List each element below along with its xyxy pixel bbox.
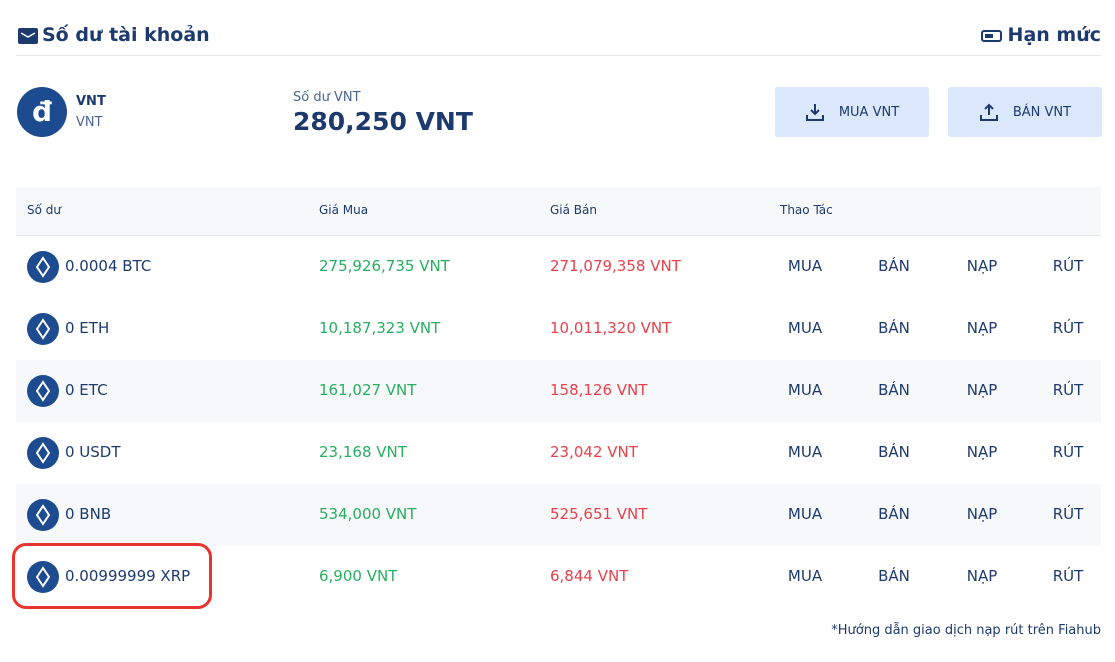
action-link[interactable]: RÚT: [1052, 319, 1084, 337]
coin-balance: 0.0004 BTC: [65, 257, 152, 275]
buy-price: 10,187,323 VNT: [319, 319, 441, 337]
sell-button[interactable]: BÁN VNT: [948, 87, 1102, 137]
buy-button[interactable]: MUA VNT: [775, 87, 929, 137]
coin-balance: 0 ETC: [65, 381, 108, 399]
limit-icon: [981, 30, 1002, 42]
sell-price: 23,042 VNT: [550, 443, 638, 461]
action-link[interactable]: BÁN: [878, 257, 910, 275]
vnt-icon: đ: [17, 87, 67, 137]
table-header: [16, 187, 1101, 236]
highlight-annotation: [12, 543, 212, 609]
buy-price: 23,168 VNT: [319, 443, 407, 461]
footer-note[interactable]: *Hướng dẫn giao dịch nạp rút trên Fiahub: [831, 623, 1101, 638]
divider: [16, 55, 1101, 56]
wallet-name: VNT: [76, 94, 106, 109]
action-link[interactable]: NẠP: [966, 443, 998, 461]
column-header: Số dư: [27, 203, 61, 217]
buy-price: 275,926,735 VNT: [319, 257, 450, 275]
balance-value: 280,250 VNT: [293, 107, 473, 136]
row-background: [16, 484, 1101, 546]
action-link[interactable]: NẠP: [966, 567, 998, 585]
action-link[interactable]: NẠP: [966, 381, 998, 399]
column-header: Giá Bán: [550, 203, 597, 217]
balance-label: Số dư VNT: [293, 90, 361, 105]
column-header: Thao Tác: [780, 203, 833, 217]
coin-icon: [27, 313, 59, 345]
column-header: Giá Mua: [319, 203, 369, 217]
action-link[interactable]: MUA: [787, 319, 823, 337]
action-link[interactable]: BÁN: [878, 443, 910, 461]
action-link[interactable]: BÁN: [878, 567, 910, 585]
action-link[interactable]: MUA: [787, 505, 823, 523]
action-link[interactable]: BÁN: [878, 319, 910, 337]
action-link[interactable]: BÁN: [878, 505, 910, 523]
coin-icon: [27, 437, 59, 469]
sell-price: 525,651 VNT: [550, 505, 648, 523]
wallet-icon: [18, 28, 38, 44]
action-link[interactable]: RÚT: [1052, 567, 1084, 585]
action-link[interactable]: NẠP: [966, 319, 998, 337]
buy-price: 161,027 VNT: [319, 381, 417, 399]
page-title: Số dư tài khoản: [42, 24, 210, 46]
action-link[interactable]: MUA: [787, 443, 823, 461]
action-link[interactable]: MUA: [787, 381, 823, 399]
sell-price: 158,126 VNT: [550, 381, 648, 399]
coin-icon: [27, 251, 59, 283]
action-link[interactable]: MUA: [787, 567, 823, 585]
buy-price: 534,000 VNT: [319, 505, 417, 523]
download-icon: [805, 104, 824, 121]
coin-balance: 0 USDT: [65, 443, 121, 461]
button-label: BÁN VNT: [1012, 104, 1072, 120]
coin-balance: 0 BNB: [65, 505, 112, 523]
action-link[interactable]: NẠP: [966, 505, 998, 523]
coin-balance: 0.00999999 XRP: [65, 567, 191, 585]
action-link[interactable]: RÚT: [1052, 257, 1084, 275]
row-background: [16, 360, 1101, 422]
coin-icon: [27, 499, 59, 531]
action-link[interactable]: RÚT: [1052, 381, 1084, 399]
wallet-sub: VNT: [76, 115, 103, 130]
limit-link[interactable]: Hạn mức: [1007, 24, 1101, 46]
buy-price: 6,900 VNT: [319, 567, 398, 585]
action-link[interactable]: BÁN: [878, 381, 910, 399]
action-link[interactable]: RÚT: [1052, 505, 1084, 523]
sell-price: 271,079,358 VNT: [550, 257, 681, 275]
coin-icon: [27, 375, 59, 407]
sell-price: 10,011,320 VNT: [550, 319, 672, 337]
action-link[interactable]: NẠP: [966, 257, 998, 275]
upload-icon: [979, 103, 998, 121]
sell-price: 6,844 VNT: [550, 567, 629, 585]
action-link[interactable]: RÚT: [1052, 443, 1084, 461]
action-link[interactable]: MUA: [787, 257, 823, 275]
button-label: MUA VNT: [838, 104, 900, 120]
coin-balance: 0 ETH: [65, 319, 110, 337]
coin-icon: [27, 561, 59, 593]
